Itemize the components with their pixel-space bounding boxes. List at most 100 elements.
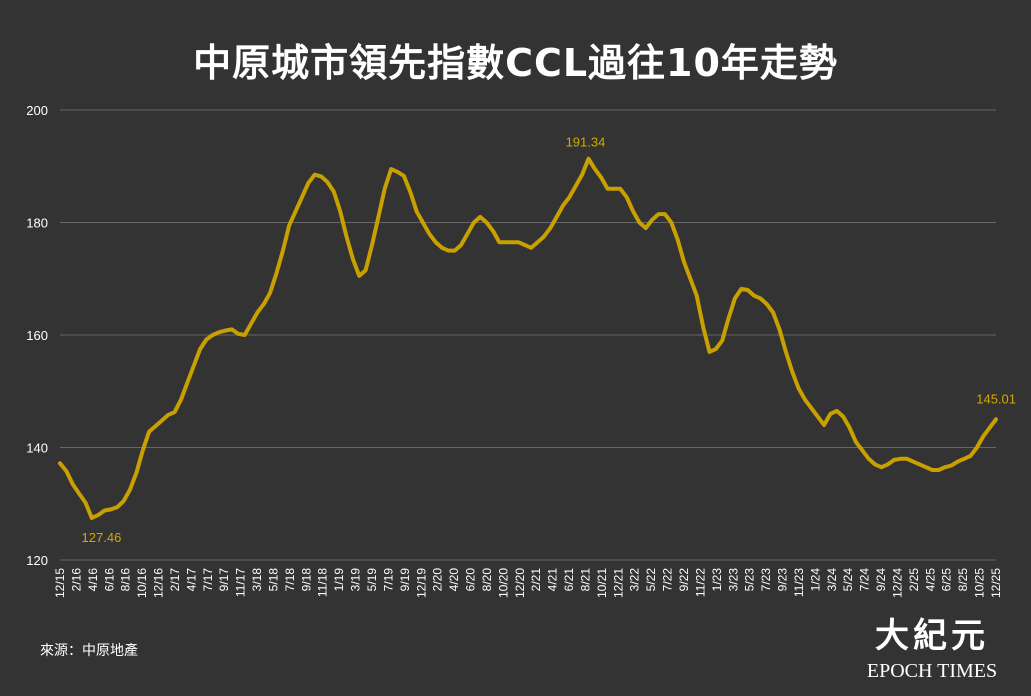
data-point	[134, 471, 138, 475]
data-point	[886, 462, 890, 466]
x-tick-label: 4/21	[546, 568, 560, 592]
data-point	[478, 215, 482, 219]
data-point	[701, 325, 705, 329]
x-tick-label: 2/20	[431, 568, 445, 592]
data-point	[962, 457, 966, 461]
x-tick-label: 5/24	[841, 568, 855, 592]
annotations: 127.46 191.34 145.01	[82, 135, 1016, 545]
data-point	[300, 195, 304, 199]
data-point	[376, 215, 380, 219]
x-tick-label: 8/20	[480, 568, 494, 592]
data-point	[497, 240, 501, 244]
data-point	[612, 187, 616, 191]
data-point	[122, 499, 126, 503]
annotation-label: 145.01	[976, 391, 1016, 406]
data-point	[491, 229, 495, 233]
x-tick-label: 9/24	[874, 568, 888, 592]
x-tick-label: 4/25	[923, 568, 937, 592]
x-tick-label: 6/16	[102, 568, 116, 592]
y-tick-label: 120	[26, 553, 48, 568]
data-point	[166, 413, 170, 417]
data-point	[453, 249, 457, 253]
x-tick-label: 12/19	[414, 568, 428, 598]
data-point	[790, 370, 794, 374]
data-point	[294, 209, 298, 213]
x-tick-label: 5/19	[365, 568, 379, 592]
data-point	[924, 465, 928, 469]
data-point	[548, 226, 552, 230]
data-point	[918, 462, 922, 466]
data-point	[281, 249, 285, 253]
x-tick-label: 3/18	[250, 568, 264, 592]
data-point	[198, 347, 202, 351]
data-point	[325, 180, 329, 184]
x-tick-label: 9/23	[776, 568, 790, 592]
data-point	[109, 507, 113, 511]
data-point	[274, 271, 278, 275]
data-point	[115, 505, 119, 509]
data-point	[351, 257, 355, 261]
data-point	[332, 190, 336, 194]
data-point	[631, 209, 635, 213]
data-point	[676, 237, 680, 241]
data-point	[389, 167, 393, 171]
data-point	[637, 221, 641, 224]
x-tick-label: 8/16	[119, 568, 133, 592]
data-point	[835, 409, 839, 413]
data-point	[192, 364, 196, 368]
data-point	[930, 468, 934, 472]
data-point	[752, 294, 756, 298]
x-axis: 12/15 2/16 4/16 6/16 8/16 10/16 12/16 2/17 4/17 7…	[53, 568, 1003, 598]
data-point	[561, 204, 565, 208]
data-point	[77, 492, 81, 496]
data-point	[809, 406, 813, 410]
data-point	[797, 386, 801, 390]
data-point	[688, 277, 692, 281]
data-point	[141, 448, 145, 452]
x-tick-label: 9/22	[677, 568, 691, 592]
x-tick-label: 6/21	[562, 568, 576, 592]
data-point	[338, 209, 342, 213]
data-point	[434, 240, 438, 244]
x-tick-label: 11/18	[316, 568, 330, 597]
data-point	[574, 184, 578, 188]
data-point	[236, 332, 240, 336]
data-point	[854, 440, 858, 444]
data-point	[459, 243, 463, 247]
data-point	[306, 181, 310, 185]
x-tick-label: 1/19	[332, 568, 346, 592]
data-point	[727, 316, 731, 320]
annotation-label: 127.46	[82, 530, 122, 545]
x-tick-label: 7/24	[858, 568, 872, 592]
data-point	[905, 457, 909, 461]
y-axis: 120 140 160 180 200	[26, 103, 48, 568]
data-point	[765, 302, 769, 306]
data-point	[211, 333, 215, 337]
x-tick-label: 12/20	[513, 568, 527, 598]
x-tick-label: 2/25	[907, 568, 921, 592]
data-point	[243, 333, 247, 337]
x-tick-label: 4/20	[447, 568, 461, 592]
data-point	[427, 232, 431, 236]
data-point	[898, 457, 902, 461]
data-point	[879, 465, 883, 469]
data-point	[778, 327, 782, 331]
data-point	[128, 488, 132, 492]
data-point	[408, 190, 412, 194]
data-point	[682, 260, 686, 264]
data-point	[943, 465, 947, 469]
x-tick-label: 10/25	[973, 568, 987, 598]
x-tick-label: 2/21	[529, 568, 543, 592]
x-tick-label: 6/25	[940, 568, 954, 592]
annotation-label: 191.34	[566, 135, 606, 150]
x-tick-label: 9/17	[217, 568, 231, 592]
data-point	[96, 513, 100, 517]
data-point	[586, 157, 590, 161]
x-tick-label: 1/23	[710, 568, 724, 592]
data-point	[58, 461, 62, 465]
data-point	[975, 446, 979, 449]
x-tick-label: 6/20	[464, 568, 478, 592]
x-tick-label: 3/22	[628, 568, 642, 592]
data-point	[784, 350, 788, 354]
x-tick-label: 5/18	[266, 568, 280, 592]
